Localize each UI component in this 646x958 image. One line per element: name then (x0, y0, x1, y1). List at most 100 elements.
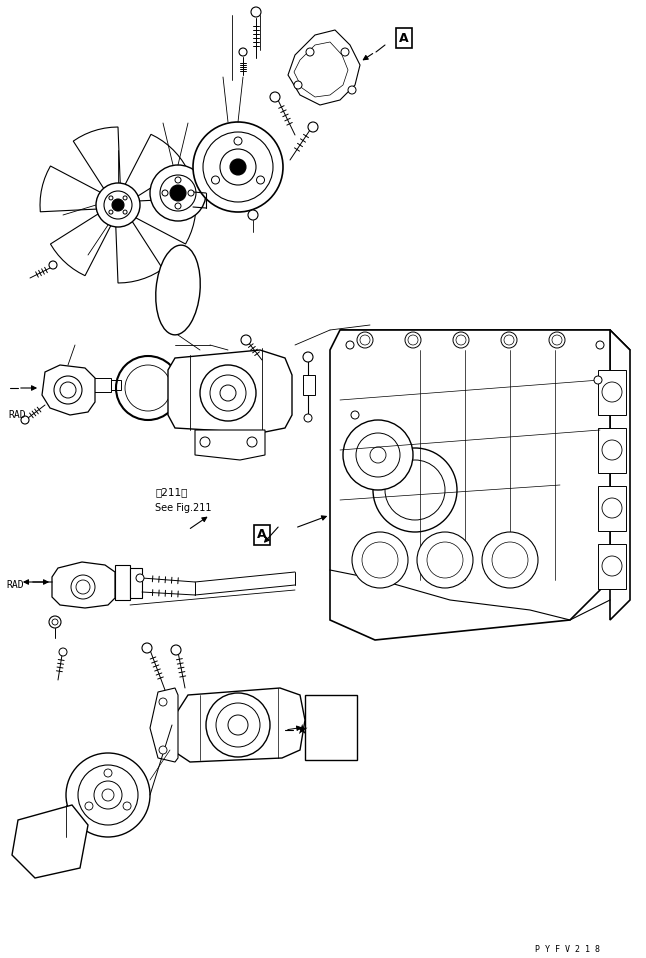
Circle shape (456, 335, 466, 345)
Circle shape (104, 769, 112, 777)
Circle shape (596, 341, 604, 349)
Circle shape (54, 376, 82, 404)
Circle shape (96, 183, 140, 227)
Circle shape (427, 542, 463, 578)
Polygon shape (125, 134, 185, 196)
Circle shape (304, 414, 312, 422)
Polygon shape (42, 365, 95, 415)
Circle shape (247, 437, 257, 447)
Polygon shape (50, 214, 110, 276)
Circle shape (216, 703, 260, 747)
Circle shape (341, 48, 349, 56)
Circle shape (408, 335, 418, 345)
Polygon shape (136, 198, 196, 244)
Circle shape (552, 335, 562, 345)
Text: P Y F V 2 1 8: P Y F V 2 1 8 (535, 946, 600, 954)
Polygon shape (168, 350, 292, 433)
Circle shape (71, 575, 95, 599)
Circle shape (211, 176, 220, 184)
Circle shape (112, 199, 124, 211)
Circle shape (594, 376, 602, 384)
Polygon shape (288, 30, 360, 105)
Polygon shape (610, 330, 630, 620)
Circle shape (136, 574, 144, 582)
Circle shape (303, 352, 313, 362)
Text: RAD: RAD (8, 410, 26, 420)
Circle shape (123, 210, 127, 214)
Circle shape (351, 411, 359, 419)
Circle shape (482, 532, 538, 588)
Circle shape (200, 365, 256, 421)
Polygon shape (73, 127, 120, 189)
Circle shape (239, 48, 247, 56)
Circle shape (241, 335, 251, 345)
Circle shape (142, 643, 152, 653)
Bar (598, 428, 626, 473)
Circle shape (76, 580, 90, 594)
Bar (598, 544, 626, 589)
Bar (130, 568, 142, 598)
Polygon shape (116, 221, 163, 283)
Circle shape (356, 433, 400, 477)
Circle shape (362, 542, 398, 578)
Circle shape (343, 420, 413, 490)
Bar (598, 370, 626, 415)
Circle shape (602, 440, 622, 460)
Circle shape (385, 460, 445, 520)
Circle shape (175, 203, 181, 209)
Polygon shape (330, 330, 610, 640)
Circle shape (159, 698, 167, 706)
Bar (598, 486, 626, 531)
Circle shape (123, 196, 127, 200)
Circle shape (405, 332, 421, 348)
Text: RAD: RAD (6, 580, 24, 590)
Circle shape (306, 48, 314, 56)
Circle shape (256, 176, 264, 184)
Circle shape (123, 802, 131, 810)
Circle shape (49, 261, 57, 269)
Bar (111, 380, 121, 390)
Circle shape (373, 448, 457, 532)
Circle shape (175, 177, 181, 183)
Circle shape (251, 7, 261, 17)
Polygon shape (172, 688, 305, 762)
Circle shape (206, 693, 270, 757)
Bar (305, 695, 357, 760)
Circle shape (52, 619, 58, 625)
Ellipse shape (156, 245, 200, 335)
Circle shape (602, 556, 622, 576)
Circle shape (248, 210, 258, 220)
Circle shape (78, 765, 138, 825)
Circle shape (230, 159, 246, 175)
Circle shape (370, 447, 386, 463)
Circle shape (170, 185, 186, 201)
Circle shape (200, 437, 210, 447)
Circle shape (109, 196, 113, 200)
Circle shape (270, 92, 280, 102)
Circle shape (162, 190, 168, 196)
Circle shape (66, 753, 150, 837)
Circle shape (501, 332, 517, 348)
Circle shape (504, 335, 514, 345)
Circle shape (21, 416, 29, 424)
Circle shape (60, 382, 76, 398)
Circle shape (94, 781, 122, 809)
Text: ★: ★ (295, 723, 307, 737)
Circle shape (85, 802, 93, 810)
Circle shape (453, 332, 469, 348)
Circle shape (193, 122, 283, 212)
Circle shape (602, 498, 622, 518)
Text: 第211図: 第211図 (155, 487, 187, 497)
Circle shape (357, 332, 373, 348)
Circle shape (159, 746, 167, 754)
Text: A: A (257, 529, 267, 541)
Polygon shape (294, 42, 348, 97)
Circle shape (549, 332, 565, 348)
Polygon shape (195, 430, 265, 460)
Polygon shape (40, 166, 100, 212)
Circle shape (150, 165, 206, 221)
Circle shape (308, 122, 318, 132)
Circle shape (228, 715, 248, 735)
Polygon shape (340, 330, 630, 350)
Circle shape (492, 542, 528, 578)
